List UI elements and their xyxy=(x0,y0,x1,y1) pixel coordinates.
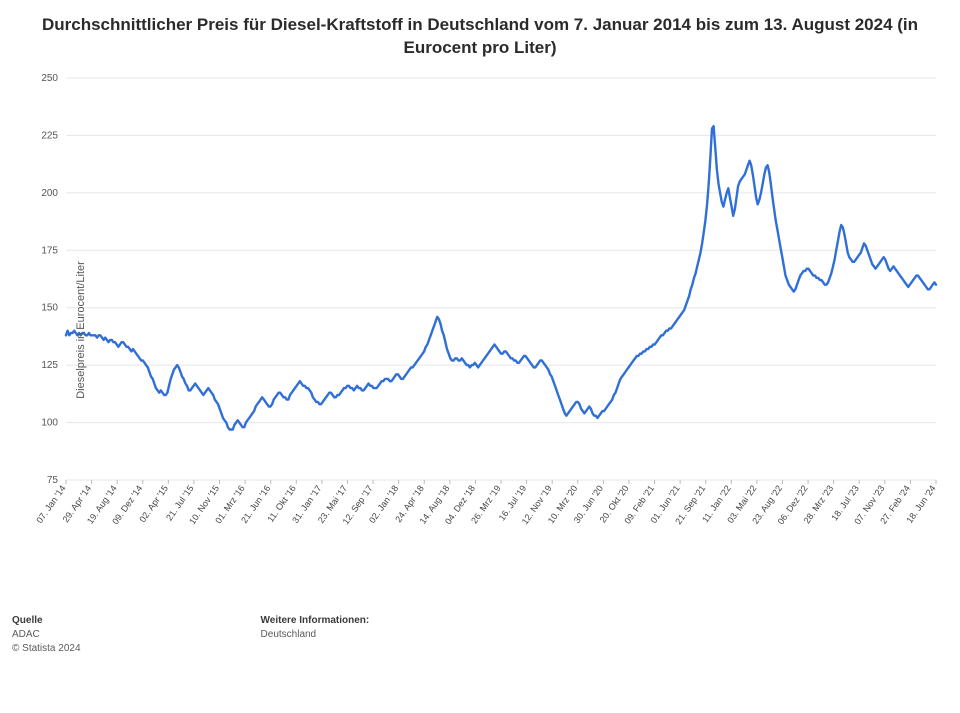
info-value: Deutschland xyxy=(261,629,317,640)
info-label: Weitere Informationen: xyxy=(261,615,370,626)
chart-area: Dieselpreis in Eurocent/Liter 7510012515… xyxy=(0,60,960,600)
info-block: Weitere Informationen: Deutschland xyxy=(261,614,370,656)
svg-text:250: 250 xyxy=(41,73,58,84)
copyright-text: © Statista 2024 xyxy=(12,643,81,654)
source-value: ADAC xyxy=(12,629,40,640)
svg-text:150: 150 xyxy=(41,303,58,314)
svg-text:175: 175 xyxy=(41,245,58,256)
source-block: Quelle ADAC © Statista 2024 xyxy=(12,614,81,656)
chart-footer: Quelle ADAC © Statista 2024 Weitere Info… xyxy=(0,600,960,656)
svg-text:125: 125 xyxy=(41,360,58,371)
svg-text:225: 225 xyxy=(41,130,58,141)
y-axis-label: Dieselpreis in Eurocent/Liter xyxy=(75,261,87,399)
svg-text:100: 100 xyxy=(41,417,58,428)
chart-svg: 7510012515017520022525007. Jan '1429. Ap… xyxy=(0,60,960,600)
svg-text:75: 75 xyxy=(47,475,59,486)
chart-title: Durchschnittlicher Preis für Diesel-Kraf… xyxy=(0,0,960,60)
source-label: Quelle xyxy=(12,615,43,626)
svg-text:200: 200 xyxy=(41,188,58,199)
